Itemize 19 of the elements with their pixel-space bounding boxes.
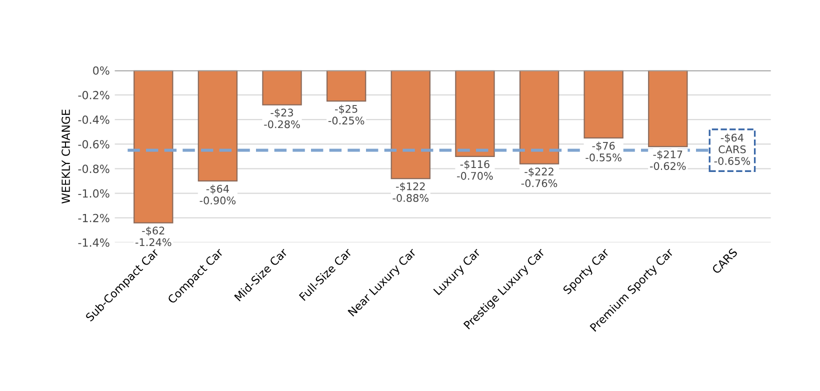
y-tick-label: -0.4% [78, 116, 110, 124]
data-label: -$116 -0.70% [457, 160, 493, 180]
y-tick-label: -0.2% [78, 90, 110, 100]
y-axis-title: WEEKLY CHANGE [62, 110, 70, 204]
data-label: -$76 -0.55% [586, 142, 622, 162]
y-tick-label: -1.2% [78, 214, 110, 222]
data-label: -$222 -0.76% [521, 167, 558, 188]
y-tick-label: -0.6% [78, 140, 110, 148]
y-tick-label: -1.4% [78, 238, 110, 247]
data-label: -$122 -0.88% [392, 182, 428, 202]
data-label: -$217 -0.62% [650, 150, 686, 170]
ref-line-label: -$64 CARS -0.65% [714, 134, 750, 165]
data-label: -$23 -0.28% [264, 108, 300, 128]
y-tick-label: 0% [93, 66, 110, 75]
data-label: -$62 -1.24% [135, 226, 172, 246]
data-label: -$25 -0.25% [328, 104, 364, 125]
data-label: -$64 -0.90% [200, 184, 236, 204]
y-tick-label: -1.0% [78, 189, 110, 198]
y-tick-label: -0.8% [78, 164, 110, 174]
